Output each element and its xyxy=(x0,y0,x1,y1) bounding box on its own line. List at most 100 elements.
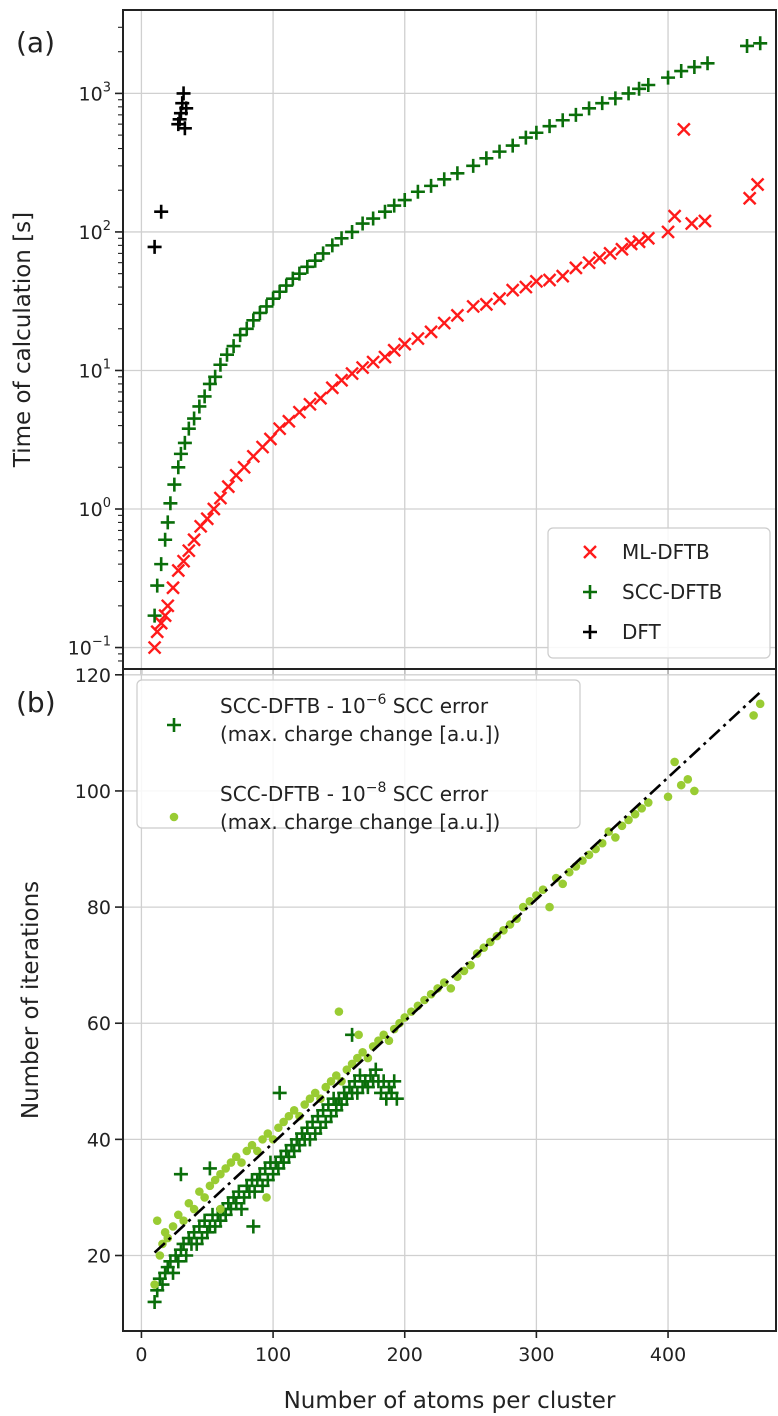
data-point xyxy=(189,1204,199,1214)
data-point xyxy=(437,172,452,187)
data-point xyxy=(246,1219,261,1234)
data-point xyxy=(325,238,340,253)
data-point xyxy=(603,246,617,261)
data-point xyxy=(555,269,570,283)
data-point xyxy=(313,391,328,406)
data-point xyxy=(206,502,221,516)
data-point xyxy=(147,1294,162,1309)
data-point xyxy=(450,308,465,323)
data-point xyxy=(479,297,494,312)
data-point xyxy=(272,421,287,436)
data-point xyxy=(518,130,533,145)
data-point xyxy=(624,815,633,825)
data-point xyxy=(316,246,331,261)
data-point xyxy=(661,70,676,85)
data-point xyxy=(420,995,429,1005)
data-point xyxy=(389,1091,404,1106)
data-point xyxy=(355,360,370,375)
data-point xyxy=(171,563,186,578)
data-point xyxy=(210,1175,220,1185)
data-point xyxy=(334,231,349,246)
panel-b-legend: SCC-DFTB - 10−6 SCC error (max. charge ch… xyxy=(136,679,581,834)
data-point xyxy=(387,343,402,358)
data-point xyxy=(424,178,439,193)
data-point xyxy=(213,357,228,372)
legend-entry-label-line2: (max. charge change [a.u.]) xyxy=(220,810,500,834)
data-point xyxy=(529,125,544,140)
data-point xyxy=(252,1146,262,1156)
data-point xyxy=(433,984,442,993)
y-tick-label: 80 xyxy=(87,897,111,919)
data-point xyxy=(226,339,241,354)
data-point xyxy=(221,1164,230,1173)
data-point xyxy=(179,101,194,116)
data-point xyxy=(749,711,758,720)
data-point xyxy=(742,191,757,206)
panel-a-y-axis-label: Time of calculation [s] xyxy=(10,212,36,468)
data-point xyxy=(466,158,481,173)
x-tick-label: 300 xyxy=(518,1344,554,1366)
data-point xyxy=(595,96,610,111)
legend-marker xyxy=(583,545,597,559)
data-point xyxy=(621,86,636,101)
y-tick-label: 101 xyxy=(79,357,111,382)
data-point xyxy=(247,1140,257,1150)
data-point xyxy=(674,64,689,79)
data-point xyxy=(147,640,162,655)
series-scc-tolerance-1 xyxy=(147,1027,404,1309)
data-point xyxy=(630,809,640,819)
data-point xyxy=(263,1129,273,1138)
data-point xyxy=(252,305,267,320)
data-point xyxy=(439,978,449,987)
y-tick-label: 103 xyxy=(79,80,111,105)
data-point xyxy=(334,373,349,388)
data-point xyxy=(569,261,583,275)
data-point xyxy=(181,543,196,558)
data-point xyxy=(684,216,699,231)
data-point xyxy=(272,284,287,299)
data-point xyxy=(202,1161,217,1176)
data-point xyxy=(154,204,169,219)
data-point xyxy=(641,77,656,92)
data-point xyxy=(608,91,623,106)
data-point xyxy=(246,313,261,328)
data-point xyxy=(366,211,381,226)
data-point xyxy=(582,255,596,270)
data-point xyxy=(239,321,254,336)
data-point xyxy=(213,491,228,505)
data-point xyxy=(667,209,682,224)
panel-a-series xyxy=(147,36,768,655)
data-point xyxy=(171,1254,186,1269)
x-tick-label: 0 xyxy=(135,1344,147,1366)
data-point xyxy=(565,867,574,877)
data-point xyxy=(308,253,323,268)
data-point xyxy=(345,224,360,239)
data-point xyxy=(505,283,520,298)
data-point xyxy=(172,112,187,127)
data-point xyxy=(358,1047,367,1057)
y-tick-label: 40 xyxy=(87,1129,111,1151)
data-point xyxy=(181,421,196,436)
data-point xyxy=(542,273,557,287)
data-point xyxy=(163,496,178,511)
y-tick-label: 120 xyxy=(75,665,111,687)
y-tick-label: 100 xyxy=(75,781,111,803)
data-point xyxy=(163,1233,173,1243)
data-point xyxy=(171,460,186,475)
data-point xyxy=(611,833,620,842)
data-point xyxy=(289,1106,299,1115)
panel-b-label: (b) xyxy=(16,686,56,719)
data-point xyxy=(155,1251,165,1260)
data-point xyxy=(397,337,412,351)
panel-b-axes-frame xyxy=(122,668,777,1332)
data-point xyxy=(184,1198,194,1208)
data-point xyxy=(558,879,568,889)
data-point xyxy=(492,144,507,159)
data-point xyxy=(592,251,607,265)
data-point xyxy=(663,792,673,802)
data-point xyxy=(450,166,465,181)
y-tick-label: 100 xyxy=(79,496,111,521)
data-point xyxy=(259,299,274,314)
data-point xyxy=(221,479,236,494)
